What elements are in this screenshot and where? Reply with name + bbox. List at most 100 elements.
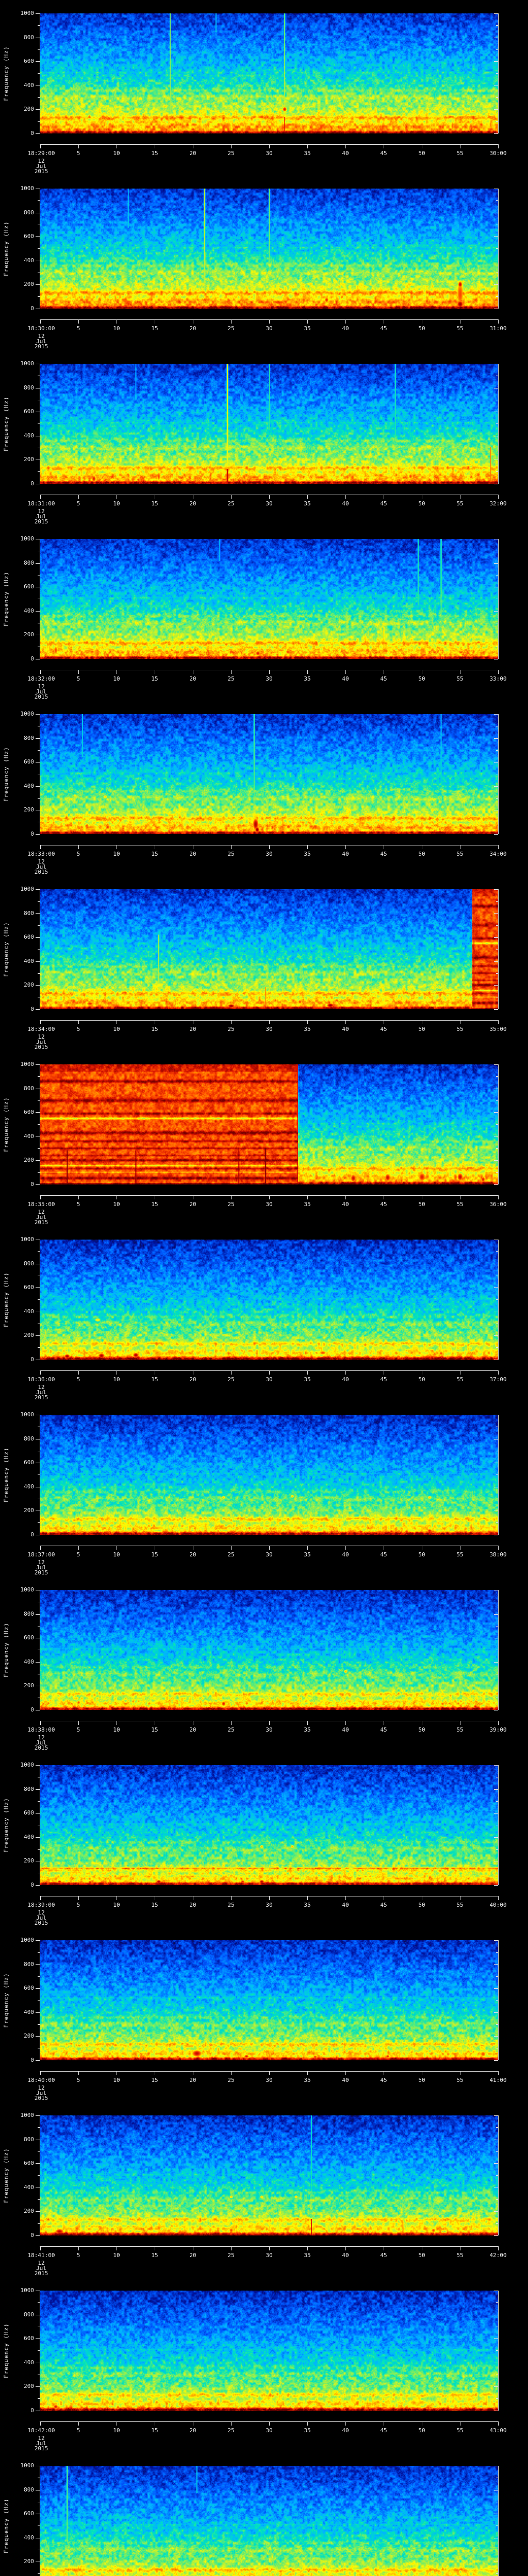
y-major-tick-right bbox=[494, 1064, 498, 1065]
y-tick-label: 600 bbox=[24, 408, 34, 415]
y-major-tick bbox=[36, 786, 40, 787]
x-axis-end-time: 38:00 bbox=[489, 1551, 507, 1558]
x-tick-label: 25 bbox=[227, 1551, 235, 1558]
x-tick-label: 5 bbox=[76, 1026, 80, 1032]
y-tick-label: 400 bbox=[24, 2359, 34, 2366]
spectrogram-canvas bbox=[40, 889, 498, 1009]
x-major-tick bbox=[307, 1546, 308, 1550]
y-major-tick bbox=[36, 236, 40, 237]
x-major-tick bbox=[78, 495, 79, 499]
x-axis-date-year: 2015 bbox=[34, 2445, 48, 2452]
y-tick-label: 400 bbox=[24, 1833, 34, 1840]
x-major-tick bbox=[40, 1196, 41, 1199]
x-tick-label: 10 bbox=[113, 1902, 120, 1908]
x-tick-label: 25 bbox=[227, 1026, 235, 1032]
x-major-tick bbox=[40, 320, 41, 324]
x-axis-date-year: 2015 bbox=[34, 168, 48, 175]
y-major-tick-right bbox=[494, 1789, 498, 1790]
y-major-tick bbox=[36, 109, 40, 110]
y-tick-label: 400 bbox=[24, 1132, 34, 1140]
y-major-tick bbox=[36, 1184, 40, 1185]
y-tick-label: 200 bbox=[24, 1682, 34, 1689]
x-tick-label: 25 bbox=[227, 2252, 235, 2259]
y-tick-label: 0 bbox=[30, 480, 34, 487]
x-axis-date-month: Jul bbox=[36, 1564, 46, 1571]
y-tick-label: 200 bbox=[24, 1157, 34, 1163]
x-tick-label: 15 bbox=[151, 1026, 158, 1032]
x-axis-date-day: 12 bbox=[38, 2260, 45, 2266]
x-tick-label: 30 bbox=[266, 500, 273, 507]
y-axis-title: Frequency (Hz) bbox=[3, 1447, 10, 1502]
y-tick-label: 400 bbox=[24, 782, 34, 789]
y-major-tick bbox=[36, 2012, 40, 2013]
x-tick-label: 5 bbox=[76, 851, 80, 857]
x-tick-label: 20 bbox=[189, 851, 196, 857]
x-major-tick bbox=[498, 1721, 499, 1725]
x-tick-label: 35 bbox=[304, 2427, 311, 2434]
y-tick-label: 200 bbox=[24, 2032, 34, 2039]
x-tick-label: 45 bbox=[380, 1026, 387, 1032]
x-axis-end-time: 35:00 bbox=[489, 1026, 507, 1032]
y-tick-label: 200 bbox=[24, 2208, 34, 2214]
y-major-tick bbox=[36, 1662, 40, 1663]
spectrogram-panel-10: Frequency (Hz) 18:38:00 39:00 12 Jul 201… bbox=[0, 1577, 528, 1752]
x-major-tick bbox=[269, 495, 270, 499]
y-axis-title: Frequency (Hz) bbox=[3, 1272, 10, 1327]
y-tick-label: 400 bbox=[24, 1483, 34, 1490]
x-major-tick bbox=[345, 495, 346, 499]
y-tick-label: 1000 bbox=[20, 1937, 35, 1943]
x-major-tick bbox=[345, 845, 346, 849]
x-tick-label: 45 bbox=[380, 1201, 387, 1208]
x-major-tick bbox=[269, 2247, 270, 2250]
x-tick-label: 25 bbox=[227, 1201, 235, 1208]
x-major-tick bbox=[269, 845, 270, 849]
x-tick-label: 30 bbox=[266, 1201, 273, 1208]
x-tick-label: 45 bbox=[380, 851, 387, 857]
y-tick-label: 0 bbox=[30, 830, 34, 837]
x-axis-start-time: 18:41:00 bbox=[27, 2252, 55, 2259]
x-axis-line bbox=[40, 2246, 499, 2247]
y-tick-label: 800 bbox=[24, 2486, 34, 2493]
y-minor-tick-right bbox=[496, 750, 498, 751]
x-tick-label: 20 bbox=[189, 2077, 196, 2083]
y-tick-label: 400 bbox=[24, 257, 34, 264]
x-major-tick bbox=[345, 145, 346, 148]
x-major-tick bbox=[40, 845, 41, 849]
x-tick-label: 50 bbox=[418, 325, 425, 332]
x-major-tick bbox=[498, 2247, 499, 2250]
y-major-tick bbox=[36, 985, 40, 986]
x-axis-line bbox=[40, 2071, 499, 2072]
x-axis-start-time: 18:29:00 bbox=[27, 150, 55, 157]
x-axis-date-year: 2015 bbox=[34, 693, 48, 700]
x-tick-label: 45 bbox=[380, 1376, 387, 1383]
y-major-tick-right bbox=[494, 2235, 498, 2236]
x-axis-date-day: 12 bbox=[38, 2435, 45, 2442]
y-major-tick-right bbox=[494, 2211, 498, 2212]
x-axis-date-day: 12 bbox=[38, 158, 45, 164]
x-tick-label: 15 bbox=[151, 851, 158, 857]
x-major-tick bbox=[40, 145, 41, 148]
x-tick-label: 20 bbox=[189, 1551, 196, 1558]
x-tick-label: 40 bbox=[342, 1376, 349, 1383]
spectrogram-panel-4: Frequency (Hz) 18:32:00 33:00 12 Jul 201… bbox=[0, 526, 528, 701]
x-major-tick bbox=[269, 320, 270, 324]
y-tick-label: 600 bbox=[24, 1809, 34, 1816]
x-major-tick bbox=[40, 670, 41, 674]
x-tick-label: 40 bbox=[342, 2427, 349, 2434]
y-minor-tick-right bbox=[496, 2024, 498, 2025]
x-tick-label: 25 bbox=[227, 150, 235, 157]
x-tick-label: 55 bbox=[456, 1026, 464, 1032]
y-major-tick-right bbox=[494, 889, 498, 890]
y-minor-tick-right bbox=[496, 1976, 498, 1977]
x-axis-start-time: 18:37:00 bbox=[27, 1551, 55, 1558]
x-tick-label: 25 bbox=[227, 2427, 235, 2434]
x-tick-label: 10 bbox=[113, 2077, 120, 2083]
x-major-tick bbox=[40, 2072, 41, 2075]
y-minor-tick-right bbox=[496, 296, 498, 297]
y-tick-label: 0 bbox=[30, 2231, 34, 2239]
x-axis-end-time: 39:00 bbox=[489, 1726, 507, 1733]
y-major-tick bbox=[36, 1885, 40, 1886]
y-major-tick-right bbox=[494, 1287, 498, 1288]
x-major-tick bbox=[269, 670, 270, 674]
x-tick-label: 10 bbox=[113, 1201, 120, 1208]
